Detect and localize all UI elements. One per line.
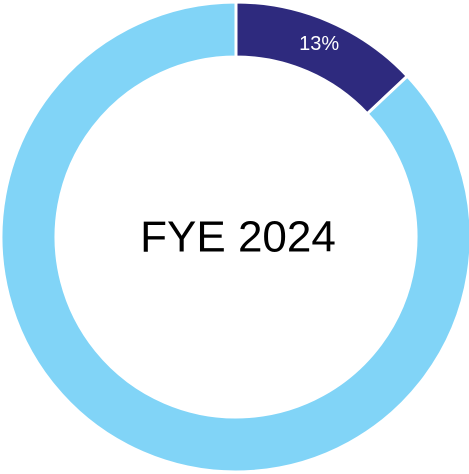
value-label: 13%: [299, 33, 339, 55]
donut-slice: [234, 0, 410, 116]
center-label: FYE 2024: [140, 213, 336, 262]
